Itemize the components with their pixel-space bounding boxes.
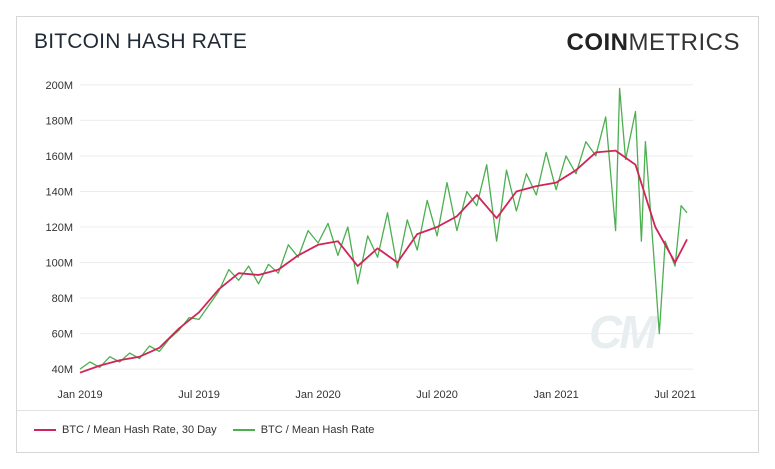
x-tick-label: Jan 2021	[533, 389, 578, 401]
x-tick-label: Jan 2020	[295, 389, 340, 401]
y-tick-label: 80M	[52, 293, 73, 305]
y-tick-label: 60M	[52, 329, 73, 341]
legend: BTC / Mean Hash Rate, 30 Day BTC / Mean …	[34, 424, 390, 436]
legend-swatch-mean-30d	[34, 429, 56, 431]
y-tick-label: 100M	[45, 258, 73, 270]
brand-logo-light: METRICS	[628, 29, 740, 56]
legend-swatch-mean	[232, 429, 255, 431]
y-tick-label: 160M	[45, 151, 73, 163]
legend-item-mean[interactable]: BTC / Mean Hash Rate	[232, 424, 375, 436]
legend-divider	[17, 410, 758, 411]
legend-label-mean: BTC / Mean Hash Rate	[260, 424, 375, 436]
y-tick-label: 140M	[45, 186, 73, 198]
x-tick-label: Jan 2019	[57, 389, 102, 401]
chart-card: BITCOIN HASH RATE COINMETRICS CM BTC / M…	[16, 16, 759, 453]
chart-title: BITCOIN HASH RATE	[34, 30, 248, 53]
x-tick-label: Jul 2020	[416, 389, 458, 401]
y-tick-label: 200M	[45, 80, 73, 92]
watermark-logo: CM	[589, 306, 658, 358]
series-line-mean-30d	[79, 149, 688, 374]
legend-label-mean-30d: BTC / Mean Hash Rate, 30 Day	[62, 424, 217, 436]
x-tick-label: Jul 2021	[654, 389, 696, 401]
y-tick-label: 120M	[45, 222, 73, 234]
y-tick-label: 40M	[52, 364, 73, 376]
brand-logo: COINMETRICS	[567, 29, 741, 57]
legend-item-mean-30d[interactable]: BTC / Mean Hash Rate, 30 Day	[34, 424, 217, 436]
series-line-mean	[79, 87, 688, 370]
x-tick-label: Jul 2019	[178, 389, 220, 401]
brand-logo-bold: COIN	[566, 29, 629, 56]
y-tick-label: 180M	[45, 115, 73, 127]
